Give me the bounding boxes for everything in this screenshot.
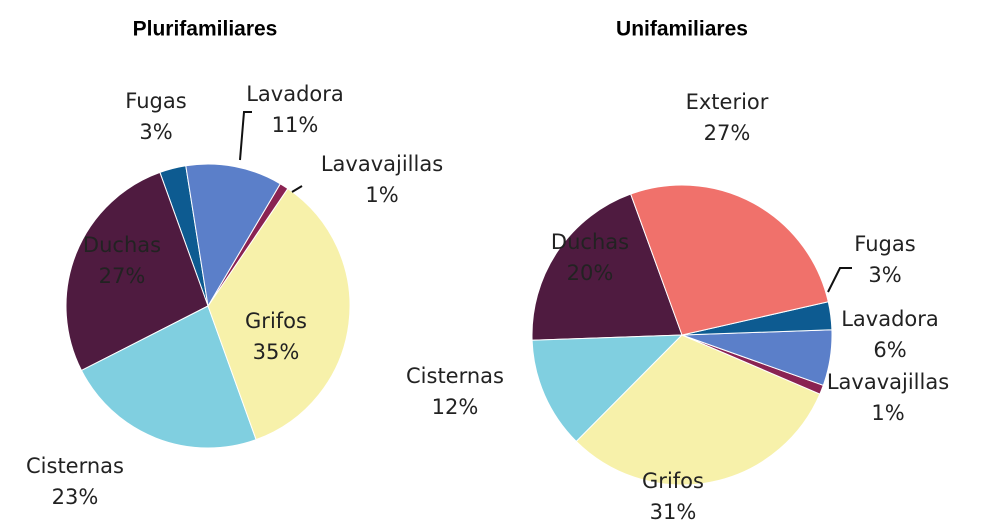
slice-value-label: 1%: [871, 401, 904, 425]
chart-title: Unifamiliares: [616, 18, 748, 41]
slice-label: Lavavajillas: [321, 152, 443, 176]
slice-value-label: 11%: [272, 113, 319, 137]
slice-label: Duchas: [551, 230, 629, 254]
pie-slice: [531, 193, 683, 341]
slice-label: Cisternas: [26, 454, 124, 478]
slice-value-label: 6%: [873, 338, 906, 362]
slice-label: Cisternas: [406, 364, 504, 388]
slice-label: Lavadora: [246, 82, 344, 106]
slice-value-label: 3%: [868, 263, 901, 287]
slice-value-label: 27%: [99, 264, 146, 288]
slice-value-label: 1%: [365, 183, 398, 207]
pie-slice: [65, 171, 209, 372]
pie-slice: [630, 184, 829, 336]
pie-slice: [80, 305, 257, 449]
slice-value-label: 35%: [253, 340, 300, 364]
slice-label: Exterior: [686, 90, 769, 114]
slice-value-label: 12%: [432, 395, 479, 419]
pie-slice: [207, 187, 351, 441]
leader-line: [239, 111, 252, 161]
slice-value-label: 3%: [139, 120, 172, 144]
slice-label: Fugas: [125, 89, 186, 113]
leader-line: [291, 185, 303, 193]
pie-slice: [575, 334, 821, 486]
slice-label: Grifos: [245, 309, 307, 333]
chart-title: Plurifamiliares: [133, 18, 278, 41]
pie-slice: [531, 334, 684, 443]
slice-value-label: 20%: [567, 261, 614, 285]
slice-label: Grifos: [642, 469, 704, 493]
slice-value-label: 31%: [650, 500, 697, 524]
leader-line: [827, 267, 852, 293]
slice-label: Lavadora: [841, 307, 939, 331]
slice-value-label: 23%: [52, 485, 99, 509]
slice-label: Fugas: [854, 232, 915, 256]
slice-label: Lavavajillas: [827, 370, 949, 394]
slice-value-label: 27%: [704, 121, 751, 145]
pie-slice: [185, 163, 281, 308]
slice-label: Duchas: [83, 233, 161, 257]
leader-lines: [239, 111, 852, 293]
